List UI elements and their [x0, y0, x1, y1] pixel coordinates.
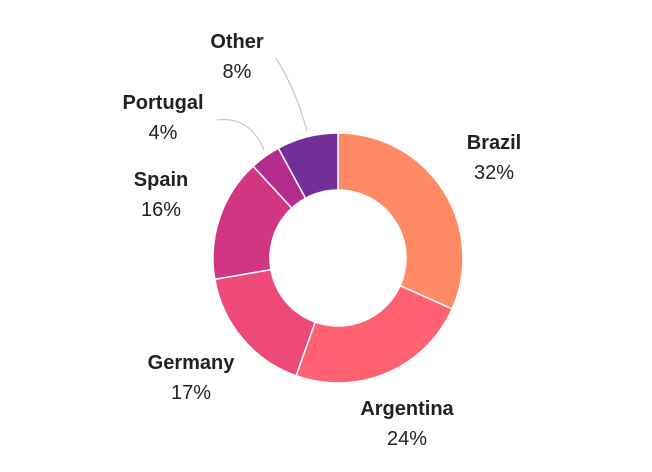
- slice-value-other: 8%: [223, 61, 252, 83]
- leader-line-portugal: [216, 118, 265, 151]
- slice-value-portugal: 4%: [149, 122, 178, 144]
- slice-value-brazil: 32%: [474, 162, 514, 184]
- slice-argentina: [295, 284, 454, 384]
- slice-label-other: Other: [210, 31, 264, 53]
- slice-value-spain: 16%: [141, 199, 181, 221]
- slice-brazil: [337, 132, 464, 310]
- slice-other: [277, 132, 339, 200]
- slice-label-germany: Germany: [148, 352, 236, 374]
- slice-label-argentina: Argentina: [360, 398, 454, 420]
- leader-line-other: [275, 57, 308, 132]
- slice-label-spain: Spain: [134, 169, 188, 191]
- slice-label-portugal: Portugal: [122, 92, 203, 114]
- slice-value-germany: 17%: [171, 382, 211, 404]
- slice-label-brazil: Brazil: [467, 132, 521, 154]
- slice-value-argentina: 24%: [387, 428, 427, 450]
